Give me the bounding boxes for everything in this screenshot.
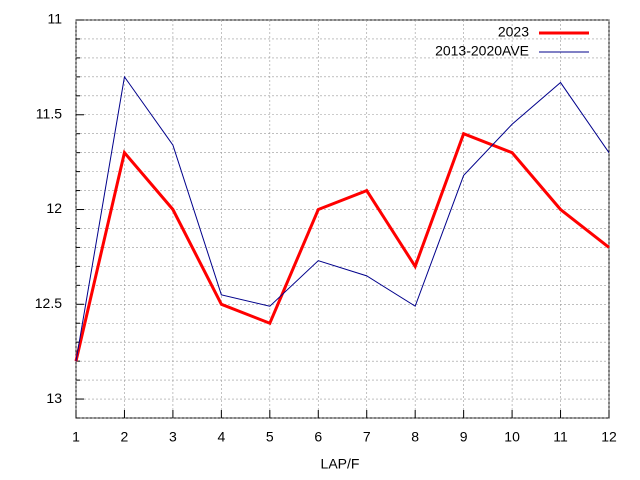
x-tick-label: 9 <box>460 429 468 445</box>
legend-label: 2023 <box>498 24 529 40</box>
x-tick-label: 3 <box>169 429 177 445</box>
x-tick-label: 12 <box>601 429 617 445</box>
y-tick-label: 12 <box>46 200 62 216</box>
plot-frame <box>75 19 610 419</box>
series-line <box>75 75 610 362</box>
series-line <box>74 131 610 362</box>
y-tick-label: 11 <box>47 11 62 27</box>
x-tick-label: 10 <box>504 429 520 445</box>
y-tick-label: 12.5 <box>35 295 62 311</box>
x-tick-label: 1 <box>72 429 80 445</box>
x-tick-label: 11 <box>553 429 568 445</box>
x-tick-label: 2 <box>121 429 129 445</box>
x-tick-label: 6 <box>314 429 322 445</box>
x-axis-label: LAP/F <box>321 456 360 472</box>
legend-label: 2013-2020AVE <box>435 43 529 59</box>
y-tick-label: 11.5 <box>36 105 62 121</box>
y-tick-label: 13 <box>46 390 62 406</box>
x-tick-label: 5 <box>266 429 274 445</box>
x-tick-label: 7 <box>363 429 371 445</box>
x-tick-label: 8 <box>411 429 419 445</box>
x-tick-label: 4 <box>217 429 225 445</box>
